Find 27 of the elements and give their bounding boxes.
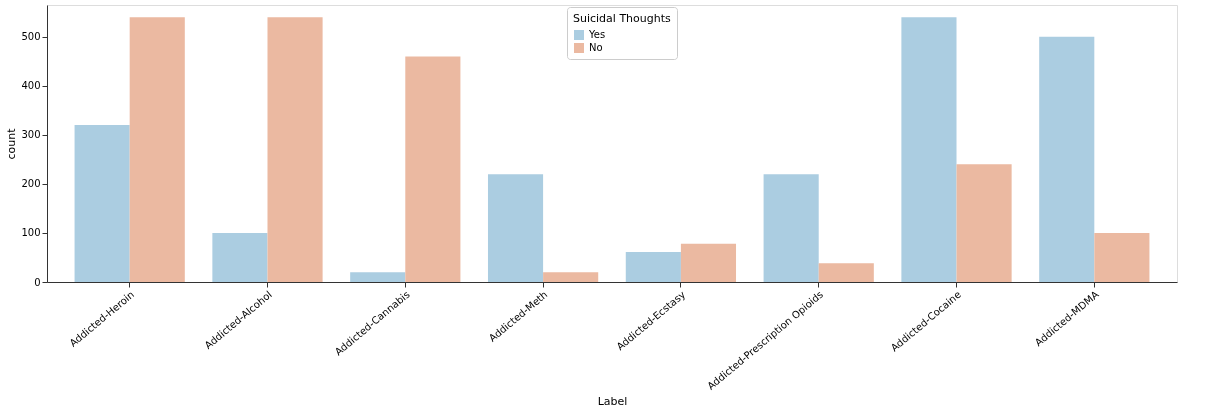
legend-title: Suicidal Thoughts [573,12,672,25]
y-tick-label: 400 [21,80,41,92]
bar [350,272,406,282]
x-axis-title: Label [597,394,628,408]
bar [74,125,130,282]
bar [543,272,599,282]
bar [625,252,681,282]
bar [487,174,544,282]
y-tick-label: 100 [21,227,41,239]
bar [680,243,737,282]
bar [267,17,323,282]
legend-label: Yes [588,29,606,40]
bar [1094,232,1150,282]
bar [901,17,957,282]
legend-label: No [589,42,603,53]
bar [212,232,268,282]
bar [405,56,461,282]
y-tick-label: 500 [21,31,41,43]
y-axis-title: count [5,127,19,160]
bar [1039,36,1095,282]
y-tick-label: 300 [21,129,41,141]
bar [763,174,819,282]
bar [818,263,874,282]
y-tick-label: 200 [21,178,41,190]
bar [129,17,185,282]
bar [956,164,1012,282]
y-tick-label: 0 [34,276,41,288]
